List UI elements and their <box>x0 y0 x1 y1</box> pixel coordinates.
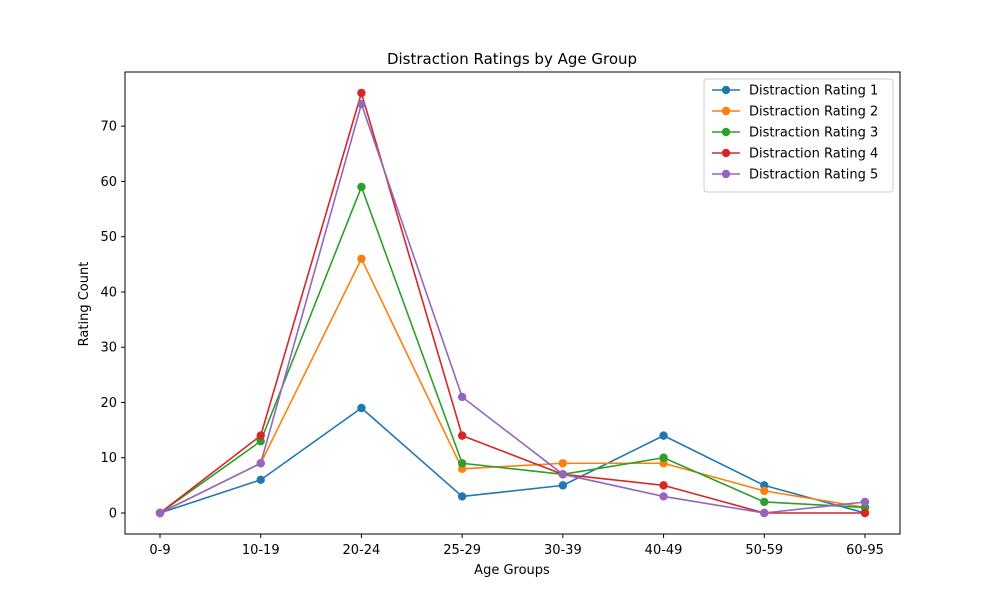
legend-swatch-marker <box>721 106 731 116</box>
x-tick-label: 25-29 <box>443 543 481 558</box>
series-line <box>159 186 866 514</box>
data-point <box>457 459 467 468</box>
data-point <box>860 497 870 507</box>
x-tick-label: 20-24 <box>343 543 381 558</box>
series-5 <box>155 99 870 518</box>
data-point <box>558 459 568 468</box>
legend-swatch-marker <box>721 127 731 137</box>
data-point <box>457 431 467 440</box>
y-tick-label: 30 <box>100 341 117 356</box>
plot-frame <box>124 71 901 535</box>
data-point <box>659 431 668 440</box>
series-line <box>159 257 866 514</box>
legend-item: Distraction Rating 3 <box>712 126 878 141</box>
y-tick-label: 20 <box>100 396 117 411</box>
series-3 <box>155 182 870 518</box>
data-point <box>760 497 769 507</box>
data-point <box>558 481 568 490</box>
x-tick-label: 10-19 <box>242 543 280 558</box>
data-point <box>256 431 265 440</box>
x-tick-label: 0-9 <box>149 543 170 558</box>
x-tick-label: 50-59 <box>745 543 783 558</box>
data-point <box>357 254 366 263</box>
legend: Distraction Rating 1 Distraction Rating 2… <box>703 78 894 193</box>
series-line <box>159 407 866 514</box>
legend-label: Distraction Rating 4 <box>749 147 878 162</box>
y-tick-label: 40 <box>100 285 117 300</box>
series-layer <box>155 88 870 518</box>
data-point <box>357 99 366 109</box>
chart-title: Distraction Ratings by Age Group <box>387 50 637 68</box>
y-axis-ticks: 0 10 20 30 40 50 60 70 <box>100 120 125 522</box>
legend-item: Distraction Rating 1 <box>712 84 878 99</box>
data-point <box>760 486 769 496</box>
series-line <box>159 92 865 514</box>
data-point <box>357 403 366 413</box>
series-line <box>159 103 866 514</box>
legend-item: Distraction Rating 4 <box>712 147 878 162</box>
data-point <box>659 481 668 490</box>
data-point <box>659 453 668 462</box>
y-tick-label: 10 <box>100 451 117 466</box>
data-point <box>457 392 467 402</box>
legend-label: Distraction Rating 5 <box>749 168 878 183</box>
legend-label: Distraction Rating 3 <box>749 126 878 141</box>
y-axis-title: Rating Count <box>77 262 92 347</box>
data-point <box>558 470 568 479</box>
legend-swatch-marker <box>721 85 731 95</box>
data-point <box>357 182 366 192</box>
data-point <box>155 508 165 518</box>
data-point <box>256 475 265 485</box>
data-point <box>457 492 467 501</box>
data-point <box>659 492 668 501</box>
y-tick-label: 50 <box>100 230 117 245</box>
y-tick-label: 0 <box>109 507 117 522</box>
legend-item: Distraction Rating 2 <box>712 105 878 120</box>
data-point <box>256 459 265 468</box>
legend-label: Distraction Rating 1 <box>749 84 878 99</box>
y-tick-label: 70 <box>100 120 117 135</box>
data-point <box>860 508 870 518</box>
legend-frame <box>703 78 894 193</box>
legend-swatch-marker <box>721 169 731 179</box>
x-tick-label: 60-95 <box>846 543 884 558</box>
data-point <box>357 88 366 98</box>
y-tick-label: 60 <box>100 175 117 190</box>
x-axis-title: Age Groups <box>474 563 550 578</box>
data-point <box>760 508 769 518</box>
plot-axes <box>124 71 901 535</box>
legend-swatch-marker <box>721 148 731 158</box>
legend-item: Distraction Rating 5 <box>712 168 878 183</box>
x-tick-label: 40-49 <box>645 543 683 558</box>
x-axis-ticks: 0-9 10-19 20-24 25-29 30-39 40-49 50-59 60-95 <box>149 534 884 558</box>
x-tick-label: 30-39 <box>544 543 582 558</box>
legend-label: Distraction Rating 2 <box>749 105 878 120</box>
